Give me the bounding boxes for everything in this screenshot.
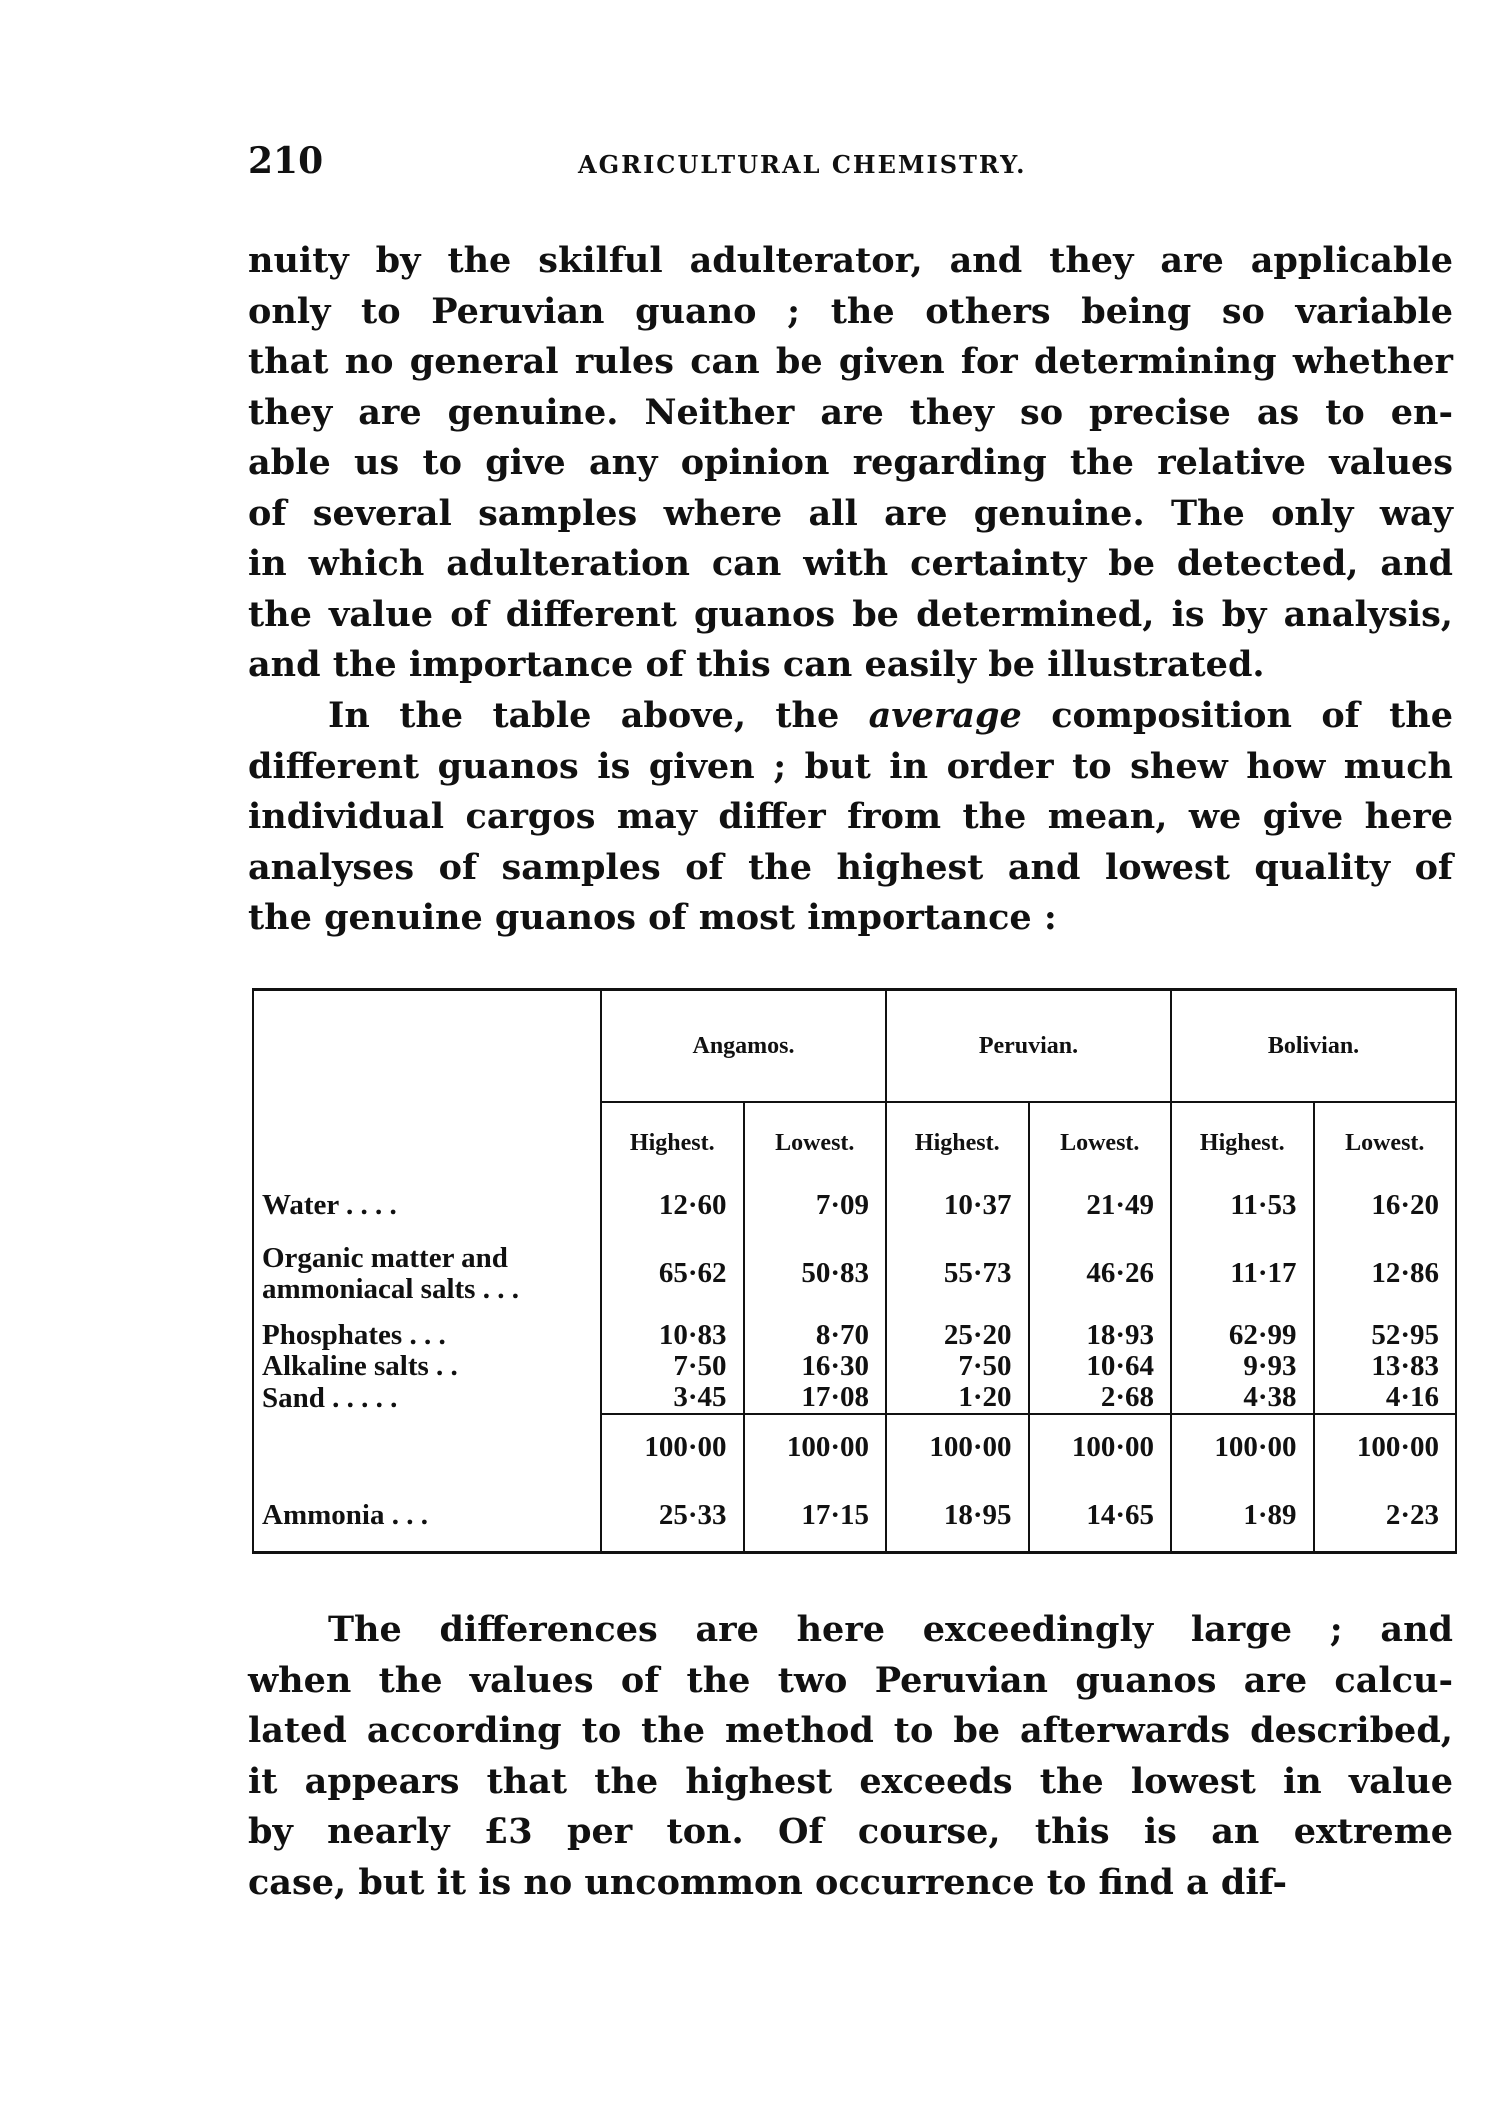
text-line: only to Peruvian guano ; the others bein… bbox=[248, 290, 1453, 332]
text-line: when the values of the two Peruvian guan… bbox=[248, 1659, 1453, 1701]
text-line: the value of different guanos be determi… bbox=[248, 593, 1453, 635]
cell: 4·16 bbox=[1312, 1382, 1457, 1414]
cell: 100·00 bbox=[742, 1413, 886, 1479]
cell: 2·68 bbox=[1027, 1382, 1171, 1414]
cell: 18·95 bbox=[885, 1479, 1029, 1553]
cell: 52·95 bbox=[1312, 1320, 1457, 1351]
cell: 65·62 bbox=[600, 1227, 744, 1320]
cell: 25·33 bbox=[600, 1479, 744, 1553]
group-header: Angamos. bbox=[600, 989, 886, 1102]
paragraph-2: In the table above, the average composit… bbox=[248, 691, 1453, 944]
text-line: in which adulteration can with certainty… bbox=[248, 543, 1453, 584]
cell: 17·15 bbox=[742, 1479, 886, 1553]
paragraph-1: nuity by the skilful adulterator, and th… bbox=[248, 236, 1453, 691]
cell: 100·00 bbox=[600, 1413, 744, 1479]
cell: 46·26 bbox=[1027, 1227, 1171, 1320]
guano-analysis-table: Angamos. Peruvian. Bolivian. Highest. Low… bbox=[252, 988, 1457, 1554]
table-row: Organic matter and ammoniacal salts . . … bbox=[252, 1227, 1457, 1320]
cell: 7·09 bbox=[742, 1183, 886, 1227]
cell: 9·93 bbox=[1170, 1351, 1314, 1382]
subheader: Highest. bbox=[885, 1101, 1029, 1183]
text-line: case, but it is no uncommon occurrence t… bbox=[248, 1861, 1287, 1903]
table-row: Alkaline salts . . 7·50 16·30 7·50 10·64 9·93… bbox=[252, 1351, 1457, 1382]
cell: 12·86 bbox=[1312, 1227, 1457, 1320]
cell: 55·73 bbox=[885, 1227, 1029, 1320]
text-line: the genuine guanos of most importance : bbox=[248, 897, 1057, 938]
cell: 1·89 bbox=[1170, 1479, 1314, 1553]
cell: 11·17 bbox=[1170, 1227, 1314, 1320]
subheader: Highest. bbox=[600, 1101, 744, 1183]
text-line: nuity by the skilful adulterator, and th… bbox=[248, 240, 1453, 281]
table-row: 100·00 100·00 100·00 100·00 100·00 100·00 bbox=[252, 1413, 1457, 1479]
text-line: different guanos is given ; but in order… bbox=[248, 745, 1453, 787]
cell: 3·45 bbox=[600, 1382, 744, 1414]
text-line: that no general rules can be given for d… bbox=[248, 341, 1453, 382]
table-row: Sand . . . . . 3·45 17·08 1·20 2·68 4·38 4·16 bbox=[252, 1382, 1457, 1414]
group-header: Bolivian. bbox=[1170, 989, 1457, 1102]
cell: 62·99 bbox=[1170, 1320, 1314, 1351]
cell: 2·23 bbox=[1312, 1479, 1457, 1553]
cell: 16·30 bbox=[742, 1351, 886, 1382]
running-header: 210 AGRICULTURAL CHEMISTRY. bbox=[248, 140, 1453, 190]
text-line: individual cargos may differ from the me… bbox=[248, 796, 1453, 837]
text-line: and the importance of this can easily be… bbox=[248, 644, 1265, 685]
text-line: The differences are here exceedingly lar… bbox=[328, 1609, 1453, 1650]
cell: 12·60 bbox=[600, 1183, 744, 1227]
cell: 11·53 bbox=[1170, 1183, 1314, 1227]
cell: 50·83 bbox=[742, 1227, 886, 1320]
text-span: composition of the bbox=[1021, 695, 1453, 736]
cell: 13·83 bbox=[1312, 1351, 1457, 1382]
cell: 100·00 bbox=[885, 1413, 1029, 1479]
table-corner bbox=[252, 989, 601, 1183]
text-line: of several samples where all are genuine… bbox=[248, 492, 1453, 534]
cell: 10·64 bbox=[1027, 1351, 1171, 1382]
cell: 10·37 bbox=[885, 1183, 1029, 1227]
row-label: Ammonia . . . bbox=[252, 1479, 601, 1553]
cell: 4·38 bbox=[1170, 1382, 1314, 1414]
cell: 100·00 bbox=[1312, 1413, 1457, 1479]
text-line: they are genuine. Neither are they so pr… bbox=[248, 391, 1453, 433]
text-line: it appears that the highest exceeds the … bbox=[248, 1760, 1453, 1802]
table-row: Ammonia . . . 25·33 17·15 18·95 14·65 1·89 2·2… bbox=[252, 1479, 1457, 1553]
paragraph-3: The differences are here exceedingly lar… bbox=[248, 1605, 1453, 1908]
row-label bbox=[252, 1414, 601, 1479]
subheader: Lowest. bbox=[1027, 1101, 1171, 1183]
row-label: Water . . . . bbox=[252, 1183, 601, 1227]
cell: 100·00 bbox=[1170, 1413, 1314, 1479]
row-label: Alkaline salts . . bbox=[252, 1351, 601, 1382]
cell: 8·70 bbox=[742, 1320, 886, 1351]
subheader: Lowest. bbox=[742, 1101, 886, 1183]
text-span: In the table above, the bbox=[328, 695, 869, 736]
cell: 18·93 bbox=[1027, 1320, 1171, 1351]
subheader: Lowest. bbox=[1312, 1101, 1457, 1183]
cell: 25·20 bbox=[885, 1320, 1029, 1351]
running-title: AGRICULTURAL CHEMISTRY. bbox=[578, 150, 1027, 179]
cell: 100·00 bbox=[1027, 1413, 1171, 1479]
row-label: Organic matter and ammoniacal salts . . … bbox=[252, 1227, 601, 1320]
text-line: In the table above, the average composit… bbox=[248, 691, 1453, 742]
emphasis: average bbox=[868, 695, 1022, 736]
cell: 14·65 bbox=[1027, 1479, 1171, 1553]
text-line: analyses of samples of the highest and l… bbox=[248, 846, 1453, 888]
cell: 7·50 bbox=[885, 1351, 1029, 1382]
text-line: able us to give any opinion regarding th… bbox=[248, 442, 1453, 483]
row-label: Sand . . . . . bbox=[252, 1382, 601, 1414]
cell: 7·50 bbox=[600, 1351, 744, 1382]
subheader: Highest. bbox=[1170, 1101, 1314, 1183]
text-line: lated according to the method to be afte… bbox=[248, 1710, 1453, 1751]
cell: 16·20 bbox=[1312, 1183, 1457, 1227]
cell: 21·49 bbox=[1027, 1183, 1171, 1227]
table-row: Water . . . . 12·60 7·09 10·37 21·49 11·53 16·… bbox=[252, 1183, 1457, 1227]
cell: 10·83 bbox=[600, 1320, 744, 1351]
row-label: Phosphates . . . bbox=[252, 1320, 601, 1351]
text-line: by nearly £3 per ton. Of course, this is… bbox=[248, 1811, 1453, 1852]
group-header: Peruvian. bbox=[885, 989, 1171, 1102]
page-number: 210 bbox=[248, 140, 324, 182]
table-row: Phosphates . . . 10·83 8·70 25·20 18·93 62·99… bbox=[252, 1320, 1457, 1351]
cell: 17·08 bbox=[742, 1382, 886, 1414]
cell: 1·20 bbox=[885, 1382, 1029, 1414]
